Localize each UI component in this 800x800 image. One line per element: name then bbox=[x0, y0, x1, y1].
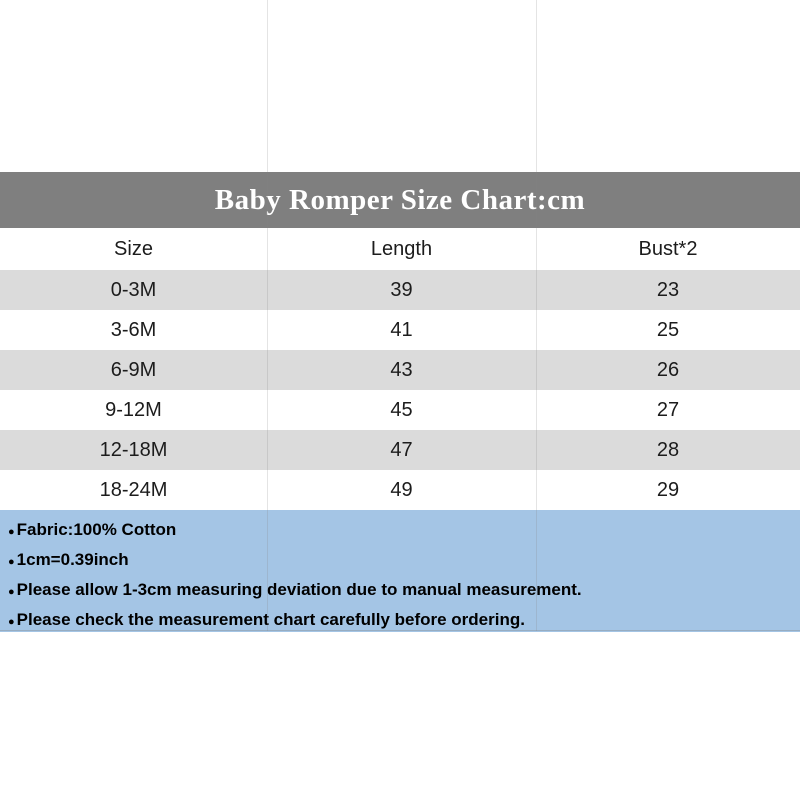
title-band: Baby Romper Size Chart:cm bbox=[0, 172, 800, 228]
column-header-bust: Bust*2 bbox=[638, 237, 698, 260]
table-row: 3-6M 41 25 bbox=[0, 310, 800, 350]
cell-bust: 26 bbox=[656, 358, 680, 381]
cell-bust: 29 bbox=[656, 478, 680, 501]
bullet-icon: ● bbox=[8, 616, 15, 628]
cell-size: 18-24M bbox=[99, 478, 168, 501]
table-header-row: Size Length Bust*2 bbox=[0, 228, 800, 270]
cell-length: 43 bbox=[390, 358, 413, 381]
page-title: Baby Romper Size Chart:cm bbox=[214, 183, 586, 216]
cell-bust: 25 bbox=[656, 318, 680, 341]
column-header-length: Length bbox=[370, 237, 433, 260]
size-table: Size Length Bust*2 0-3M 39 23 3-6M 41 25… bbox=[0, 228, 800, 510]
bullet-icon: ● bbox=[8, 556, 15, 568]
cell-size: 3-6M bbox=[110, 318, 157, 341]
table-row: 12-18M 47 28 bbox=[0, 430, 800, 470]
note-text: Fabric:100% Cotton bbox=[16, 520, 177, 539]
cell-bust: 27 bbox=[656, 398, 680, 421]
cell-length: 45 bbox=[390, 398, 413, 421]
note-text: Please check the measurement chart caref… bbox=[16, 610, 525, 629]
note-line-fabric: ● Fabric:100% Cotton bbox=[8, 516, 790, 546]
bullet-icon: ● bbox=[8, 586, 15, 598]
table-row: 6-9M 43 26 bbox=[0, 350, 800, 390]
notes-panel: ● Fabric:100% Cotton ● 1cm=0.39inch ● Pl… bbox=[0, 510, 800, 632]
note-text: 1cm=0.39inch bbox=[16, 550, 129, 569]
table-row: 18-24M 49 29 bbox=[0, 470, 800, 510]
top-whitespace bbox=[0, 0, 800, 172]
column-divider-line bbox=[536, 0, 537, 631]
note-text: Please allow 1-3cm measuring deviation d… bbox=[16, 580, 582, 599]
note-line-check-chart: ● Please check the measurement chart car… bbox=[8, 606, 790, 636]
note-line-deviation: ● Please allow 1-3cm measuring deviation… bbox=[8, 576, 790, 606]
cell-length: 39 bbox=[390, 278, 413, 301]
cell-length: 41 bbox=[390, 318, 413, 341]
cell-bust: 23 bbox=[656, 278, 680, 301]
cell-bust: 28 bbox=[656, 438, 680, 461]
cell-size: 12-18M bbox=[99, 438, 168, 461]
cell-size: 9-12M bbox=[105, 398, 162, 421]
bullet-icon: ● bbox=[8, 526, 15, 538]
cell-size: 6-9M bbox=[110, 358, 157, 381]
cell-size: 0-3M bbox=[110, 278, 157, 301]
column-header-size: Size bbox=[114, 237, 153, 260]
table-row: 9-12M 45 27 bbox=[0, 390, 800, 430]
table-row: 0-3M 39 23 bbox=[0, 270, 800, 310]
cell-length: 49 bbox=[390, 478, 413, 501]
column-divider-line bbox=[267, 0, 268, 631]
bottom-divider-line bbox=[0, 630, 800, 631]
note-line-conversion: ● 1cm=0.39inch bbox=[8, 546, 790, 576]
cell-length: 47 bbox=[390, 438, 413, 461]
